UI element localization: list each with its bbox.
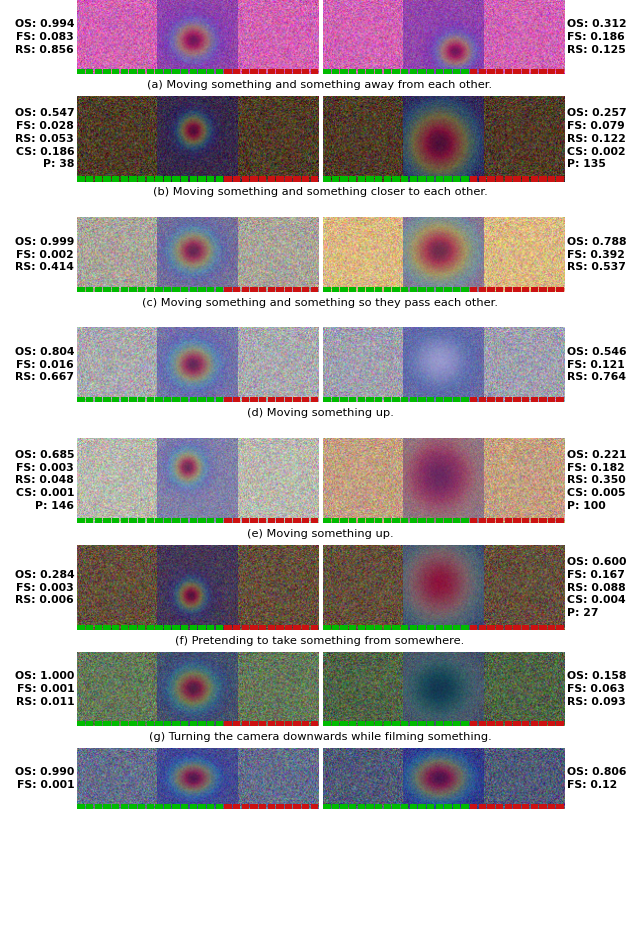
Text: (a) Moving something and something away from each other.: (a) Moving something and something away … — [147, 80, 493, 90]
Text: OS: 0.257
FS: 0.079
RS: 0.122
CS: 0.002
P: 135: OS: 0.257 FS: 0.079 RS: 0.122 CS: 0.002 … — [567, 108, 627, 169]
Text: OS: 0.999
FS: 0.002
RS: 0.414: OS: 0.999 FS: 0.002 RS: 0.414 — [15, 237, 74, 272]
Text: (c) Moving something and something so they pass each other.: (c) Moving something and something so th… — [142, 297, 498, 308]
Text: (e) Moving something up.: (e) Moving something up. — [246, 529, 394, 539]
Text: OS: 0.221
FS: 0.182
RS: 0.350
CS: 0.005
P: 100: OS: 0.221 FS: 0.182 RS: 0.350 CS: 0.005 … — [567, 450, 627, 511]
Text: OS: 0.788
FS: 0.392
RS: 0.537: OS: 0.788 FS: 0.392 RS: 0.537 — [567, 237, 627, 272]
Text: (b) Moving something and something closer to each other.: (b) Moving something and something close… — [152, 187, 488, 198]
Text: OS: 0.312
FS: 0.186
RS: 0.125: OS: 0.312 FS: 0.186 RS: 0.125 — [567, 20, 627, 55]
Text: OS: 0.806
FS: 0.12: OS: 0.806 FS: 0.12 — [567, 767, 627, 790]
Text: OS: 0.547
FS: 0.028
RS: 0.053
CS: 0.186
P: 38: OS: 0.547 FS: 0.028 RS: 0.053 CS: 0.186 … — [15, 108, 74, 169]
Text: OS: 0.546
FS: 0.121
RS: 0.764: OS: 0.546 FS: 0.121 RS: 0.764 — [567, 347, 627, 382]
Text: OS: 0.685
FS: 0.003
RS: 0.048
CS: 0.001
P: 146: OS: 0.685 FS: 0.003 RS: 0.048 CS: 0.001 … — [15, 450, 74, 511]
Text: OS: 0.284
FS: 0.003
RS: 0.006: OS: 0.284 FS: 0.003 RS: 0.006 — [15, 570, 74, 605]
Text: (f) Pretending to take something from somewhere.: (f) Pretending to take something from so… — [175, 636, 465, 646]
Text: OS: 1.000
FS: 0.001
RS: 0.011: OS: 1.000 FS: 0.001 RS: 0.011 — [15, 672, 74, 707]
Text: OS: 0.994
FS: 0.083
RS: 0.856: OS: 0.994 FS: 0.083 RS: 0.856 — [15, 20, 74, 55]
Text: OS: 0.158
FS: 0.063
RS: 0.093: OS: 0.158 FS: 0.063 RS: 0.093 — [567, 672, 627, 707]
Text: OS: 0.990
FS: 0.001: OS: 0.990 FS: 0.001 — [15, 767, 74, 790]
Text: (g) Turning the camera downwards while filming something.: (g) Turning the camera downwards while f… — [148, 732, 492, 742]
Text: (d) Moving something up.: (d) Moving something up. — [246, 407, 394, 418]
Text: OS: 0.600
FS: 0.167
RS: 0.088
CS: 0.004
P: 27: OS: 0.600 FS: 0.167 RS: 0.088 CS: 0.004 … — [567, 557, 627, 618]
Text: OS: 0.804
FS: 0.016
RS: 0.667: OS: 0.804 FS: 0.016 RS: 0.667 — [15, 347, 74, 382]
